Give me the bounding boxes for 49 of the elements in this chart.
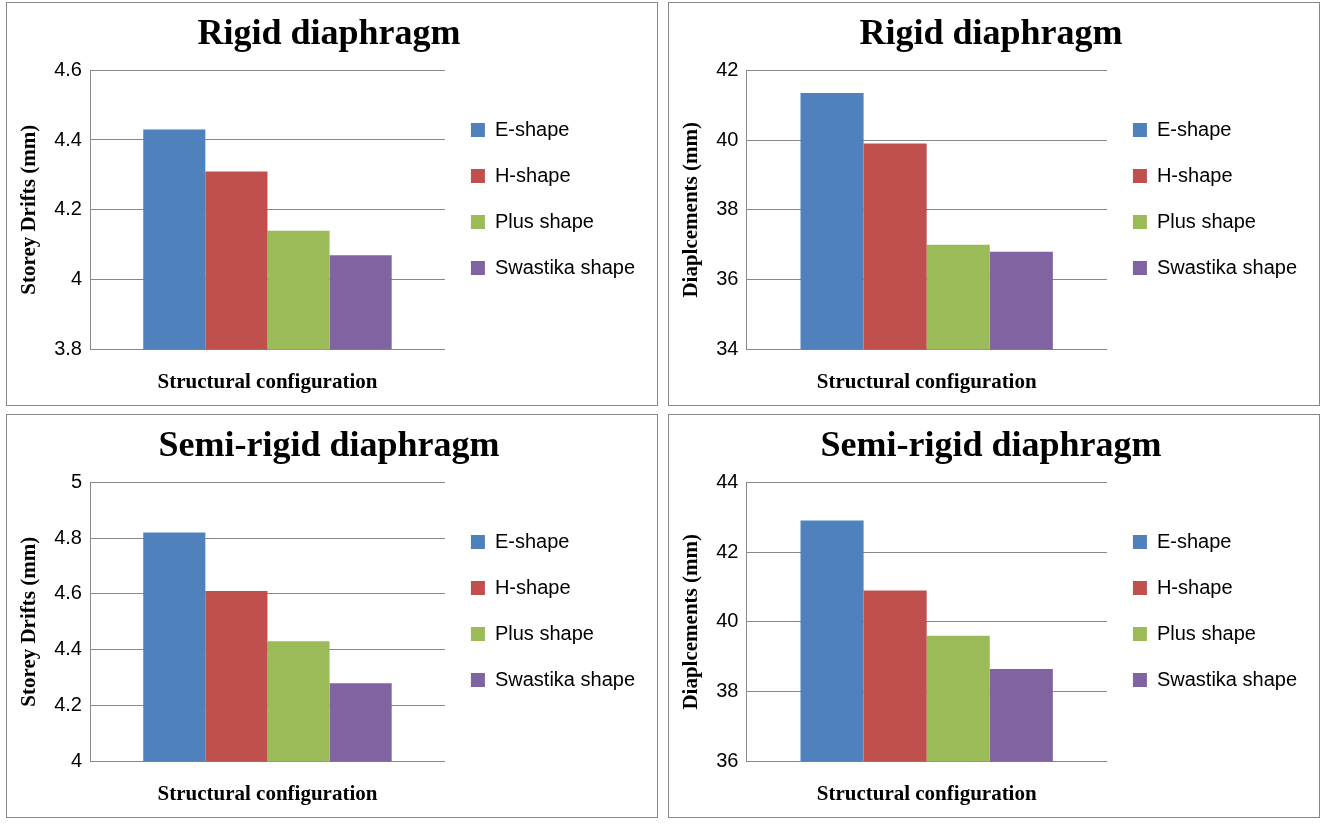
legend-label: E-shape <box>1156 529 1232 552</box>
y-tick-label: 36 <box>716 267 739 290</box>
y-axis-title: Storey Drifts (mm) <box>16 124 41 295</box>
y-axis-title: Diaplcements (mm) <box>678 534 703 710</box>
y-tick-label: 4.4 <box>54 127 82 150</box>
x-axis-title: Structural configuration <box>157 368 378 393</box>
y-tick-label: 4.2 <box>54 693 82 716</box>
y-axis-title: Storey Drifts (mm) <box>16 536 41 707</box>
y-tick-label: 4.8 <box>54 525 82 548</box>
legend-label: Swastika shape <box>494 667 635 690</box>
y-axis-title: Diaplcements (mm) <box>678 122 703 298</box>
y-tick-label: 40 <box>716 609 739 632</box>
legend-label: Swastika shape <box>1156 667 1297 690</box>
y-tick-label: 3.8 <box>54 336 82 359</box>
x-axis-title: Structural configuration <box>816 780 1037 805</box>
y-tick-label: 44 <box>716 469 739 492</box>
legend-label: E-shape <box>494 117 570 140</box>
y-tick-label: 4 <box>70 267 82 290</box>
legend-label: H-shape <box>494 163 571 186</box>
chart-title: Semi-rigid diaphragm <box>820 423 1162 464</box>
legend-label: H-shape <box>494 575 571 598</box>
y-tick-label: 36 <box>716 748 739 771</box>
y-tick-label: 4.6 <box>54 581 82 604</box>
legend-label: E-shape <box>1156 117 1232 140</box>
chart-title: Rigid diaphragm <box>859 11 1123 52</box>
y-tick-label: 34 <box>716 336 739 359</box>
x-axis-title: Structural configuration <box>157 780 378 805</box>
legend-label: H-shape <box>1156 163 1233 186</box>
x-axis-title: Structural configuration <box>816 368 1037 393</box>
y-tick-label: 4 <box>70 748 82 771</box>
legend-label: Plus shape <box>1156 621 1256 644</box>
y-tick-label: 38 <box>716 679 739 702</box>
legend-label: H-shape <box>1156 575 1233 598</box>
y-tick-label: 42 <box>716 539 739 562</box>
legend-label: Swastika shape <box>1156 255 1297 278</box>
legend-label: Swastika shape <box>494 255 635 278</box>
legend-label: Plus shape <box>494 209 594 232</box>
y-tick-label: 4.6 <box>54 57 82 80</box>
legend-label: E-shape <box>494 529 570 552</box>
chart-title: Rigid diaphragm <box>197 11 461 52</box>
y-tick-label: 4.2 <box>54 197 82 220</box>
y-tick-label: 38 <box>716 197 739 220</box>
y-tick-label: 42 <box>716 57 739 80</box>
legend-label: Plus shape <box>1156 209 1256 232</box>
chart-title: Semi-rigid diaphragm <box>158 423 500 464</box>
y-tick-label: 4.4 <box>54 637 82 660</box>
y-tick-label: 5 <box>70 469 82 492</box>
legend-label: Plus shape <box>494 621 594 644</box>
y-tick-label: 40 <box>716 127 739 150</box>
